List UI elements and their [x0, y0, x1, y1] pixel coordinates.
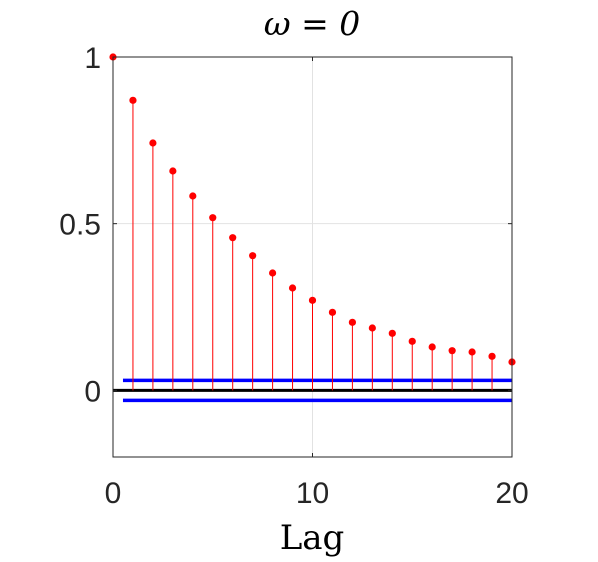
- stem-marker-1: [129, 96, 137, 104]
- stem-marker-12: [348, 318, 356, 326]
- stem-marker-19: [488, 352, 496, 360]
- y-tick-label-0: 0: [84, 375, 101, 408]
- x-tick-label-1: 10: [296, 477, 329, 510]
- stem-marker-15: [408, 337, 416, 345]
- stem-marker-11: [328, 308, 337, 316]
- stem-marker-9: [288, 284, 297, 292]
- y-tick-label-2: 1: [84, 42, 101, 75]
- stem-marker-16: [428, 343, 436, 351]
- stem-marker-6: [229, 234, 237, 242]
- stem-marker-5: [209, 214, 217, 222]
- y-tick-label-1: 0.5: [59, 209, 101, 242]
- stem-marker-14: [388, 329, 396, 337]
- stem-marker-17: [448, 347, 456, 355]
- x-tick-label-2: 20: [495, 477, 528, 510]
- x-axis-label: Lag: [280, 518, 345, 558]
- stem-marker-3: [169, 167, 177, 175]
- x-tick-label-0: 0: [105, 477, 122, 510]
- stem-marker-8: [269, 269, 277, 277]
- stem-marker-7: [249, 252, 257, 260]
- stem-marker-2: [149, 139, 157, 147]
- chart-title: ω = 0: [264, 4, 361, 43]
- stem-marker-10: [308, 296, 317, 304]
- stem-marker-13: [368, 324, 376, 332]
- stem-marker-4: [189, 192, 197, 200]
- stem-marker-18: [468, 348, 476, 356]
- axis-ticks: 0 10 20 0 0.5 1: [59, 42, 528, 510]
